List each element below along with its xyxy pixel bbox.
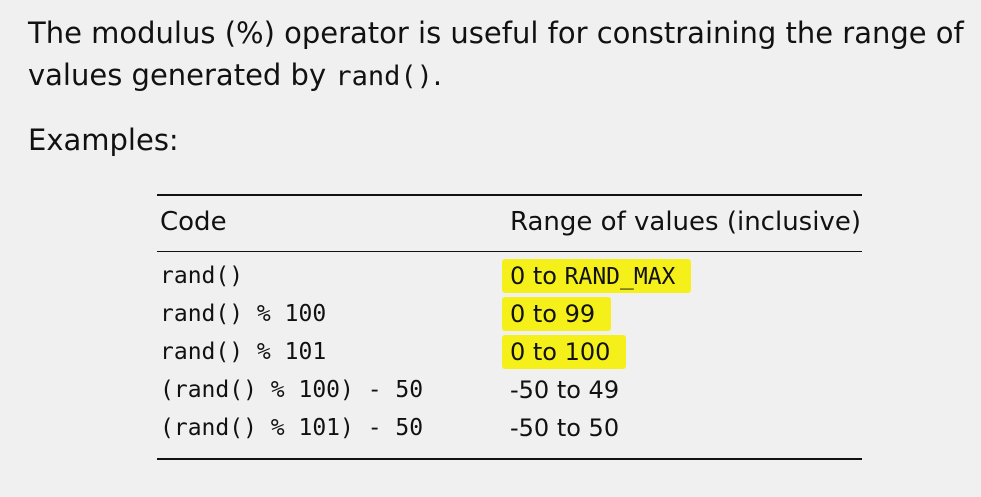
intro-period: . <box>432 58 443 92</box>
table-cell-range-highlighted: 0 to 100 <box>502 335 627 369</box>
examples-label: Examples: <box>28 123 179 157</box>
range-prefix: 0 to <box>510 262 565 290</box>
table-cell-code: (rand() % 101) - 50 <box>160 415 424 441</box>
table-cell-range: -50 to 49 <box>510 376 620 404</box>
table-cell-code: rand() % 101 <box>160 339 327 365</box>
column-header-code: Code <box>160 207 227 237</box>
column-header-range: Range of values (inclusive) <box>510 207 861 237</box>
table-cell-code: rand() <box>160 263 244 289</box>
intro-code: rand() <box>335 61 433 92</box>
range-constant: RAND_MAX <box>564 264 676 290</box>
intro-text: The modulus (%) operator is useful for c… <box>28 16 964 92</box>
table-cell-range-highlighted: 0 to RAND_MAX <box>502 259 692 293</box>
table-header-rule <box>157 251 862 252</box>
table-cell-range-highlighted: 0 to 99 <box>502 297 612 331</box>
table-bottom-rule <box>157 458 862 460</box>
table-cell-code: rand() % 100 <box>160 301 327 327</box>
table-top-rule <box>157 194 862 196</box>
intro-paragraph: The modulus (%) operator is useful for c… <box>28 12 968 98</box>
table-cell-code: (rand() % 100) - 50 <box>160 377 424 403</box>
table-cell-range: -50 to 50 <box>510 414 620 442</box>
